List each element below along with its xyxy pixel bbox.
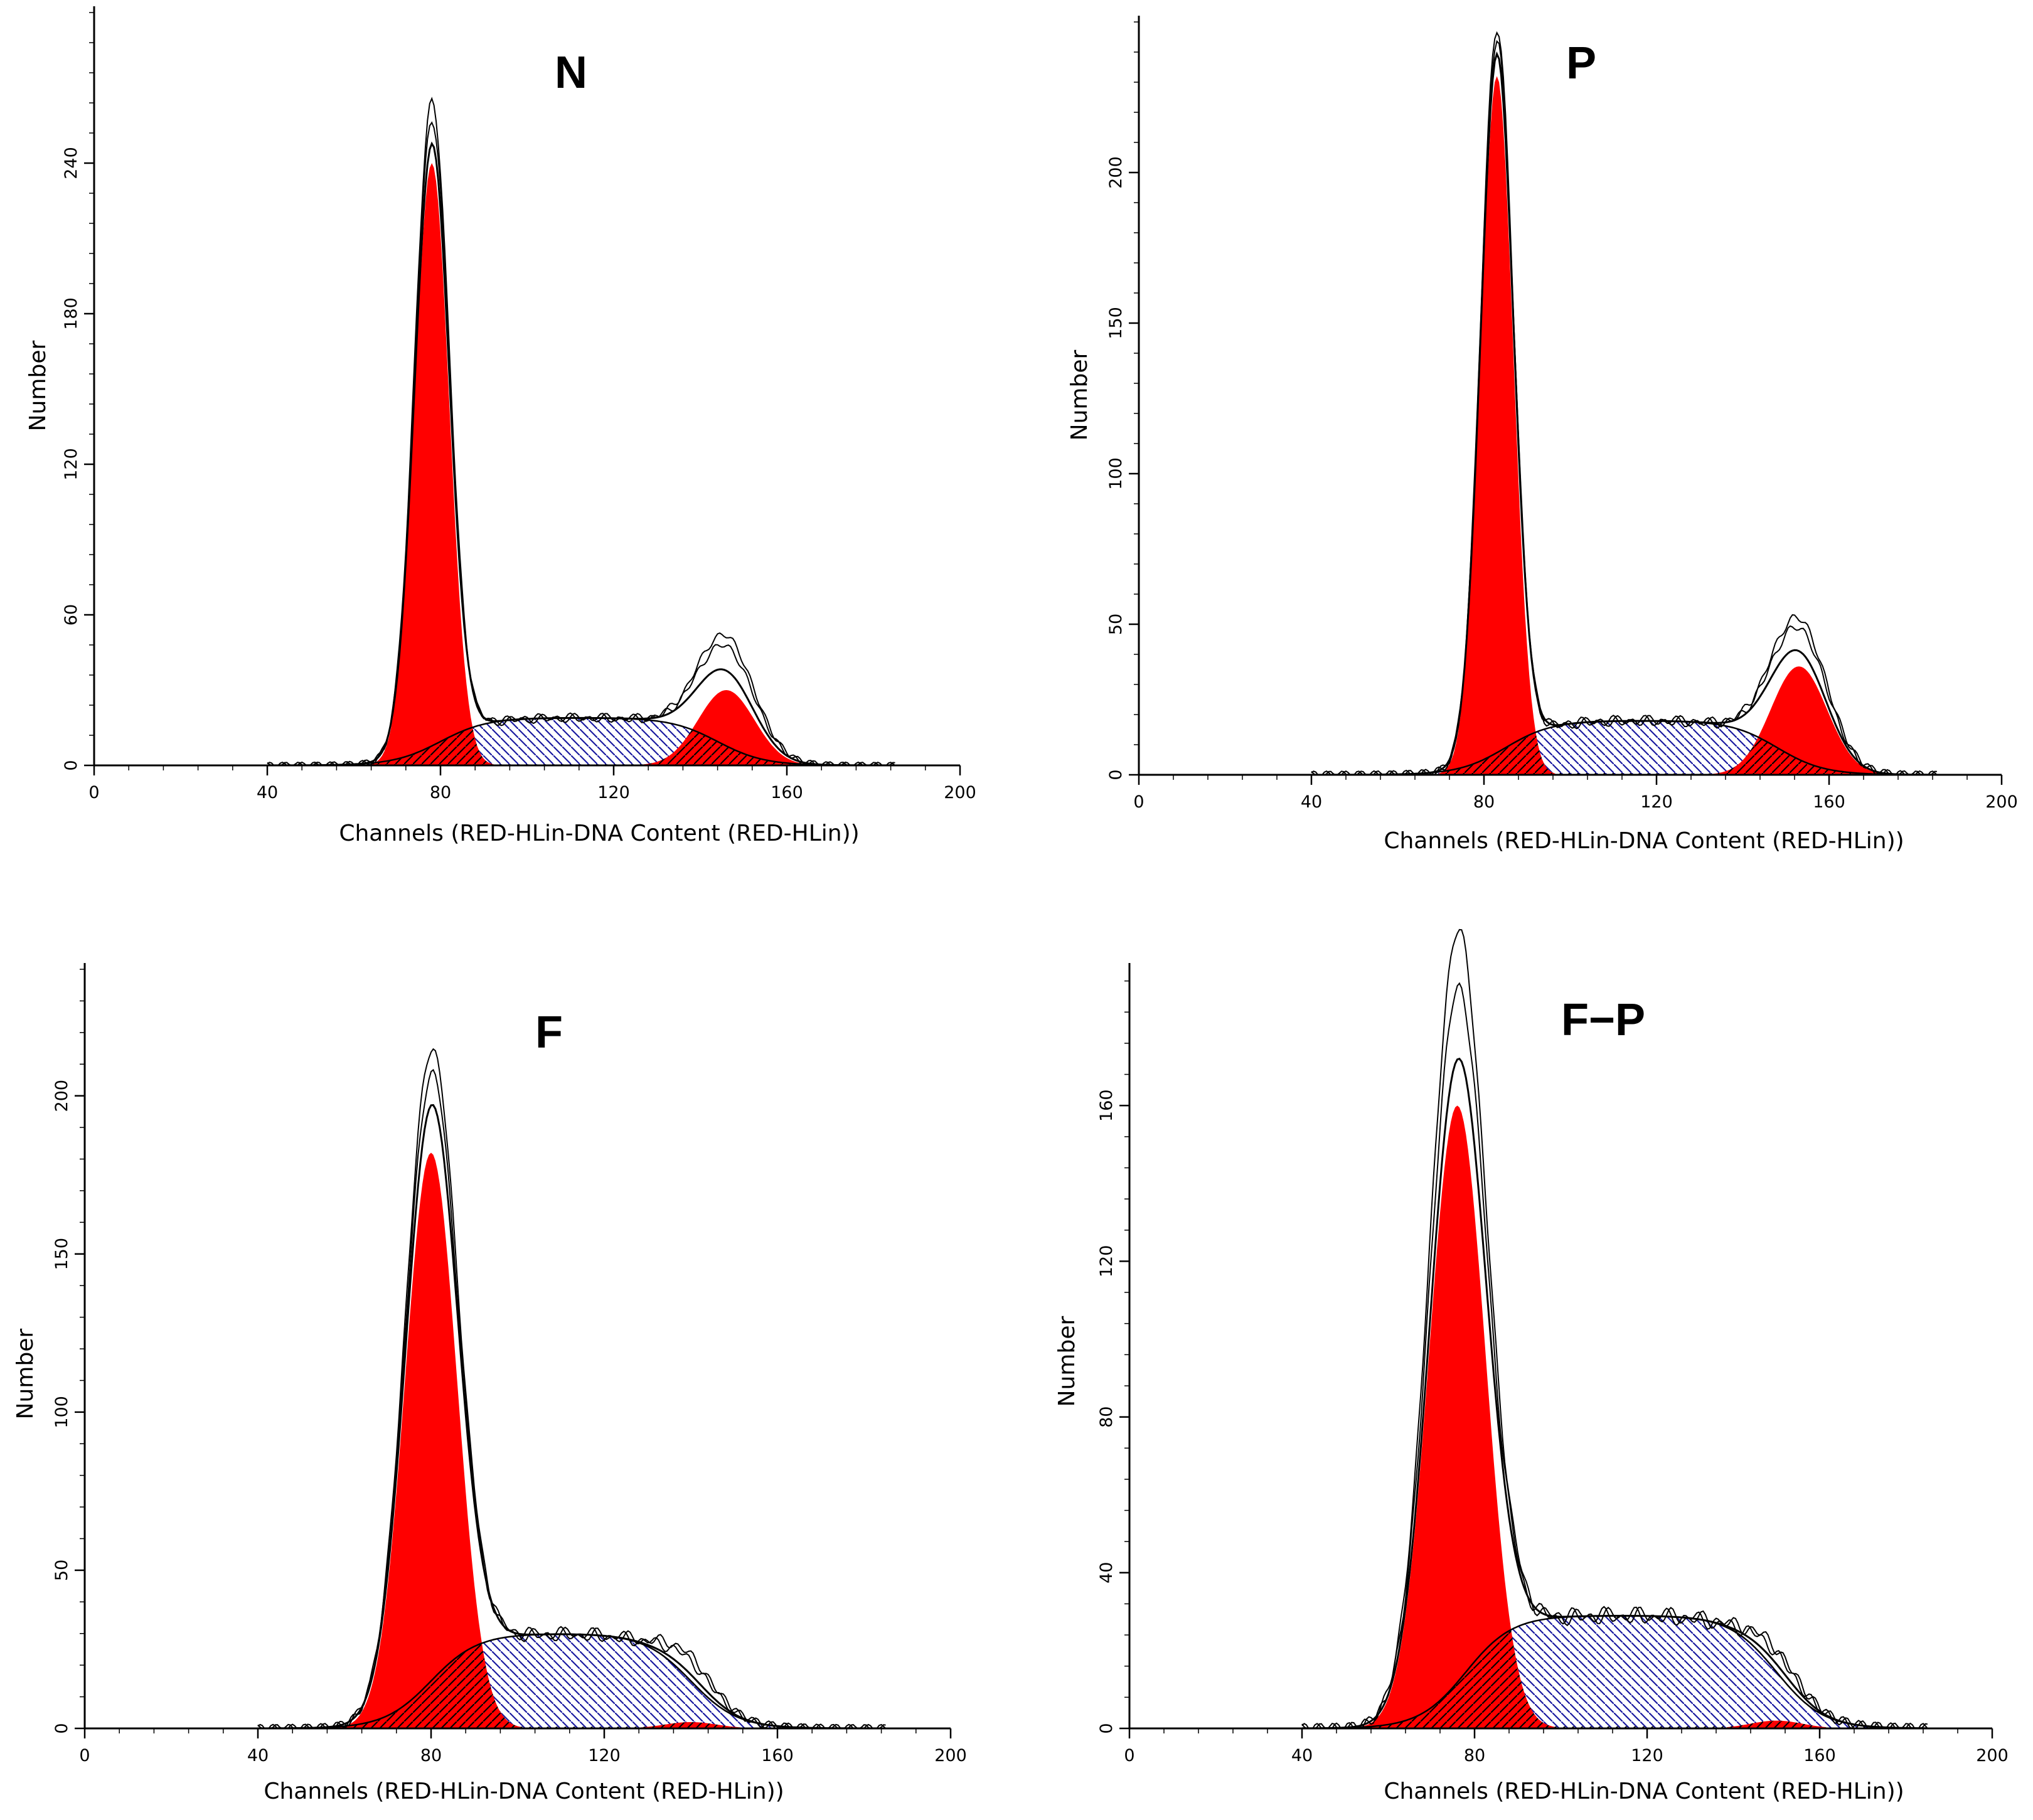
- x-tick-label: 200: [944, 783, 976, 802]
- observed-trace: [1301, 929, 1928, 1730]
- s-phase-overlap: [1441, 732, 1881, 775]
- y-tick-label: 150: [52, 1238, 72, 1270]
- panel-title: N: [555, 48, 587, 98]
- g1-peak-area: [1358, 1105, 1557, 1728]
- panel-f: 0 40 80 120 160 200 0 50 100 150 200 F Channels (R…: [13, 963, 967, 1804]
- s-phase-overlap: [342, 1643, 732, 1728]
- panel-title: F−P: [1561, 995, 1645, 1045]
- y-tick-label: 50: [52, 1560, 72, 1581]
- y-tick-label: 0: [52, 1723, 72, 1733]
- y-tick-label: 200: [52, 1080, 72, 1112]
- y-tick-label: 0: [61, 760, 81, 770]
- x-tick-label: 120: [1631, 1746, 1663, 1765]
- y-tick-label: 240: [61, 147, 81, 179]
- x-tick-label: 80: [1473, 792, 1495, 812]
- s-phase-overlap: [371, 728, 807, 765]
- y-axis-title: Number: [25, 340, 51, 431]
- x-tick-label: 80: [1464, 1746, 1485, 1765]
- x-tick-label: 0: [1133, 792, 1144, 812]
- fit-envelope: [267, 141, 895, 767]
- y-tick-label: 120: [1097, 1245, 1116, 1278]
- x-axis-title: Channels (RED-HLin-DNA Content (RED-HLin…: [264, 1779, 784, 1804]
- s-phase-area: [258, 1634, 886, 1728]
- y-tick-label: 60: [61, 604, 81, 625]
- y-tick-label: 150: [1106, 307, 1126, 339]
- g1-peak-area: [340, 1152, 522, 1728]
- observed-trace: [267, 97, 895, 767]
- x-tick-label: 120: [1640, 792, 1673, 812]
- observed-trace: [257, 1048, 886, 1729]
- x-tick-label: 0: [79, 1746, 90, 1765]
- observed-trace: [1311, 31, 1937, 775]
- panel-n: 0 40 80 120 160 200 0 60 120 180 240 N Channels (R…: [25, 6, 976, 846]
- y-axis-title: Number: [13, 1328, 38, 1419]
- y-tick-label: 100: [1106, 457, 1126, 490]
- observed-trace: [257, 1068, 887, 1729]
- x-tick-label: 40: [1291, 1746, 1313, 1765]
- x-axis-title: Channels (RED-HLin-DNA Content (RED-HLin…: [1384, 1779, 1904, 1804]
- x-tick-label: 120: [588, 1746, 621, 1765]
- observed-trace: [1311, 40, 1938, 776]
- x-tick-label: 200: [1976, 1746, 2009, 1765]
- fit-envelope: [1311, 51, 1937, 776]
- x-axis-title: Channels (RED-HLin-DNA Content (RED-HLin…: [1384, 828, 1904, 854]
- plot-area: 0 40 80 120 160 200 0 40 80 120 160: [1097, 929, 2009, 1765]
- y-tick-label: 50: [1106, 614, 1126, 635]
- observed-trace: [1301, 982, 1928, 1729]
- y-axis-title: Number: [1067, 349, 1092, 440]
- x-tick-label: 200: [934, 1746, 967, 1765]
- observed-trace: [267, 121, 896, 766]
- y-axis-title: Number: [1054, 1316, 1080, 1407]
- x-tick-label: 120: [597, 783, 630, 802]
- y-tick-label: 0: [1106, 769, 1126, 780]
- x-axis-title: Channels (RED-HLin-DNA Content (RED-HLin…: [339, 821, 859, 846]
- x-tick-label: 0: [1124, 1746, 1134, 1765]
- y-tick-label: 100: [52, 1396, 72, 1429]
- plot-area: 0 40 80 120 160 200 0 50 100 150 200: [52, 963, 967, 1765]
- x-tick-label: 80: [420, 1746, 442, 1765]
- y-tick-label: 40: [1097, 1562, 1116, 1583]
- x-tick-label: 40: [257, 783, 278, 802]
- x-tick-label: 200: [1985, 792, 2018, 812]
- x-tick-label: 0: [88, 783, 99, 802]
- x-tick-label: 40: [1301, 792, 1322, 812]
- plot-area: 0 40 80 120 160 200 0 60 120 180 240: [61, 6, 976, 802]
- y-tick-label: 180: [61, 297, 81, 330]
- y-tick-label: 120: [61, 448, 81, 481]
- y-tick-label: 80: [1097, 1406, 1116, 1427]
- s-phase-area: [267, 718, 895, 765]
- x-tick-label: 160: [761, 1746, 794, 1765]
- x-tick-label: 160: [1803, 1746, 1836, 1765]
- plot-area: 0 40 80 120 160 200 0 50 100 150 200: [1106, 16, 2018, 812]
- x-tick-label: 160: [771, 783, 803, 802]
- x-tick-label: 160: [1813, 792, 1845, 812]
- panel-title: P: [1566, 38, 1596, 88]
- y-tick-label: 160: [1097, 1089, 1116, 1122]
- x-tick-label: 40: [247, 1746, 269, 1765]
- s-phase-overlap: [1362, 1630, 1818, 1728]
- g1-peak-area: [369, 163, 495, 765]
- y-tick-label: 200: [1106, 156, 1126, 189]
- panel-p: 0 40 80 120 160 200 0 50 100 150 200 P Channels (R…: [1067, 16, 2018, 854]
- panel-f-p: 0 40 80 120 160 200 0 40 80 120 160 F−P Channels (…: [1054, 929, 2009, 1804]
- y-tick-label: 0: [1097, 1723, 1116, 1733]
- panel-title: F: [535, 1008, 563, 1058]
- g1-peak-area: [1438, 76, 1555, 775]
- x-tick-label: 80: [430, 783, 451, 802]
